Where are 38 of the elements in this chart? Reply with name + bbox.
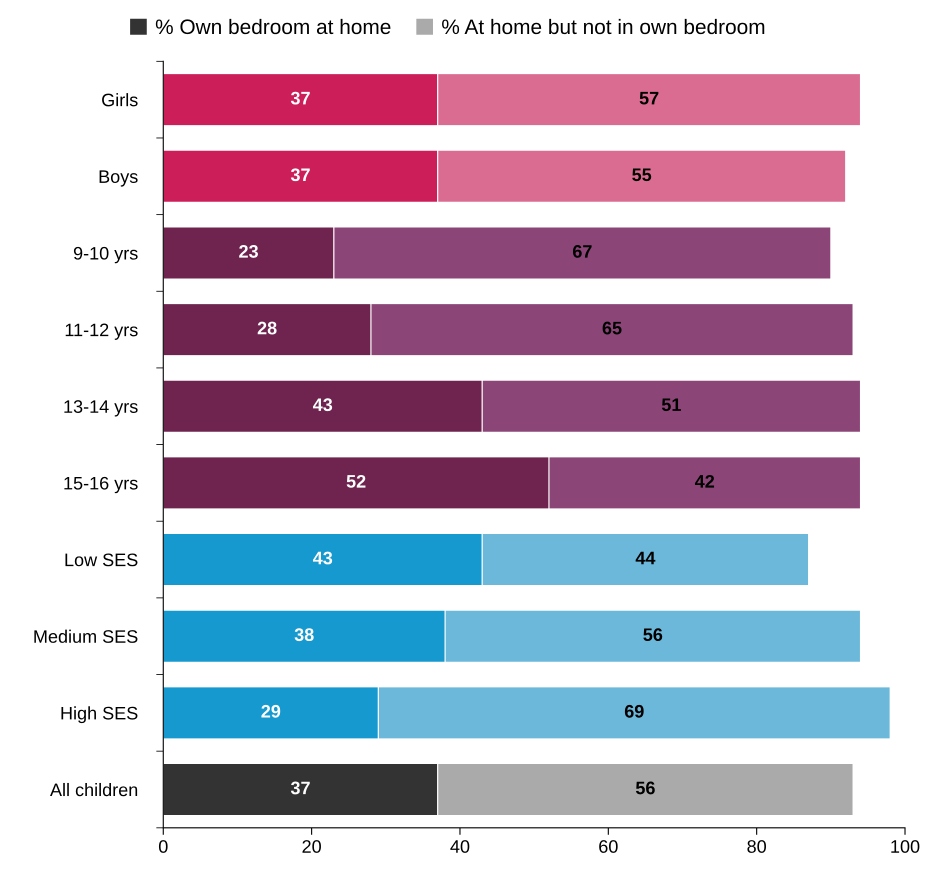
y-tick-label: 15-16 yrs	[64, 476, 138, 494]
data-label: 43	[312, 552, 332, 564]
legend-label: % Own bedroom at home	[156, 18, 390, 34]
data-label: 51	[662, 398, 681, 412]
data-label: 65	[602, 322, 622, 334]
y-tick-label: High SES	[61, 706, 138, 724]
x-tick-label: 20	[302, 840, 321, 853]
data-label: 43	[312, 398, 332, 412]
data-label: 37	[290, 92, 310, 105]
data-label: 28	[258, 322, 277, 334]
legend-label: % At home but not in own bedroom	[442, 18, 764, 34]
data-label: 42	[694, 474, 714, 488]
data-label: 69	[624, 704, 644, 718]
y-tick-label: 13-14 yrs	[64, 400, 138, 417]
data-label: 23	[239, 245, 258, 258]
y-tick-label: 11-12 yrs	[66, 324, 138, 340]
data-label: 37	[290, 168, 310, 182]
y-tick-label: Low SES	[65, 553, 138, 566]
y-tick-label: Girls	[102, 93, 138, 106]
y-tick-label: Medium SES	[34, 630, 138, 643]
y-tick-label: Boys	[100, 170, 138, 187]
x-tick-label: 0	[158, 840, 168, 853]
data-label: 29	[261, 704, 280, 718]
data-label: 38	[294, 628, 314, 642]
data-label: 67	[572, 245, 592, 258]
data-label: 52	[346, 474, 366, 488]
x-tick-label: 100	[891, 840, 920, 853]
data-label: 57	[640, 92, 658, 104]
data-label: 37	[290, 782, 310, 794]
x-tick-label: 80	[747, 840, 766, 853]
data-label: 44	[636, 552, 656, 564]
data-label: 55	[632, 168, 652, 182]
data-label: 56	[643, 628, 662, 642]
x-tick-label: 40	[450, 840, 470, 853]
x-tick-label: 60	[599, 840, 618, 853]
data-label: 56	[636, 782, 655, 794]
y-tick-label: 9-10 yrs	[74, 246, 138, 264]
y-tick-label: All children	[50, 782, 138, 796]
